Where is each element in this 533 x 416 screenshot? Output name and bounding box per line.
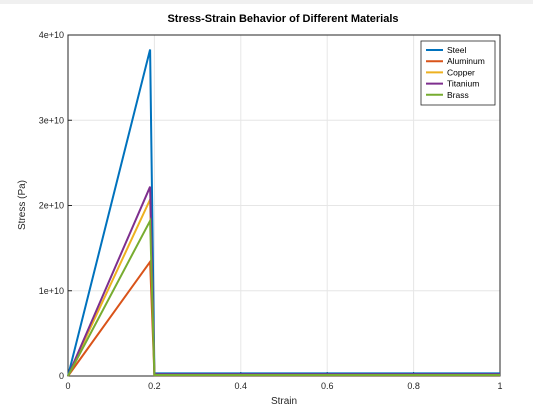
legend-label-steel: Steel: [447, 45, 466, 55]
legend-label-aluminum: Aluminum: [447, 56, 485, 66]
y-tick-label: 1e+10: [39, 286, 64, 296]
y-tick-label: 3e+10: [39, 115, 64, 125]
x-tick-label: 1: [497, 381, 502, 391]
legend-label-brass: Brass: [447, 90, 469, 100]
x-tick-label: 0.6: [321, 381, 334, 391]
y-tick-label: 2e+10: [39, 201, 64, 211]
y-tick-label: 0: [59, 371, 64, 381]
data-series: [67, 49, 500, 377]
legend-label-titanium: Titanium: [447, 79, 479, 89]
x-tick-label: 0.4: [235, 381, 248, 391]
series-line-brass: [67, 216, 500, 377]
legend-label-copper: Copper: [447, 67, 475, 77]
figure-top-strip: [0, 0, 533, 4]
y-tick-label: 4e+10: [39, 30, 64, 40]
series-line-titanium: [67, 186, 500, 377]
y-axis-title: Stress (Pa): [17, 180, 28, 230]
x-tick-label: 0: [65, 381, 70, 391]
x-axis-title: Strain: [271, 396, 297, 407]
axis-ticks: 0 0.2 0.4 0.6 0.8 1 0 1e+10 2e+10 3e+10 4e+10: [39, 30, 503, 391]
chart-title: Stress-Strain Behavior of Different Mate…: [167, 13, 398, 25]
x-tick-label: 0.2: [148, 381, 161, 391]
series-line-aluminum: [67, 258, 500, 377]
x-tick-label: 0.8: [407, 381, 420, 391]
